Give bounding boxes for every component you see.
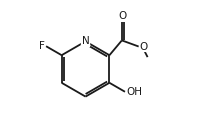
Text: OH: OH bbox=[126, 87, 142, 97]
Text: O: O bbox=[139, 42, 148, 51]
Text: O: O bbox=[119, 11, 127, 21]
Text: N: N bbox=[82, 36, 89, 46]
Text: F: F bbox=[39, 41, 45, 51]
